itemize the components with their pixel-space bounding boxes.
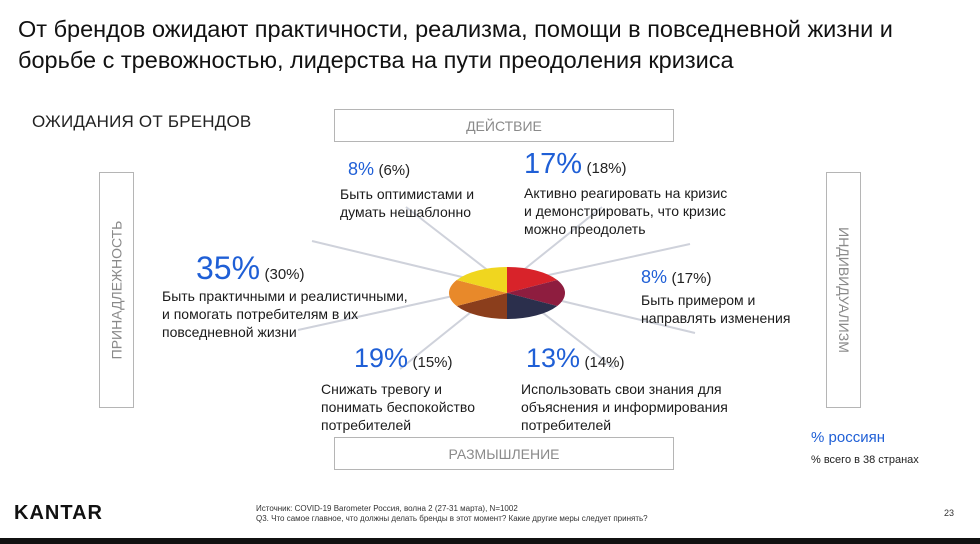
optimism-desc-line: думать нешаблонно [340,204,471,220]
optimism-stat: 8% (6%) [348,160,410,180]
anxiety-stat: 19% (15%) [354,345,453,372]
practical-desc-line: и помогать потребителям в их [162,306,359,322]
legend-all-countries: % всего в 38 странах [811,454,919,466]
practical-desc-line: Быть практичными и реалистичными, [162,288,408,304]
pie-slice-example [507,280,565,306]
react-desc-line: Активно реагировать на кризис [524,185,728,201]
react-desc-line: и демонстрировать, что кризис [524,203,726,219]
optimism-desc: Быть оптимистами и думать нешаблонно [340,185,474,221]
axis-reflection-box: РАЗМЫШЛЕНИЕ [334,437,674,470]
example-stat: 8% (17%) [641,268,711,288]
pie-slice-knowledge [507,293,558,319]
practical-stat: 35% (30%) [196,252,305,284]
optimism-desc-line: Быть оптимистами и [340,186,475,202]
axis-reflection-label: РАЗМЫШЛЕНИЕ [448,445,560,462]
pie-slice-anxiety [456,293,507,319]
anxiety-desc-line: потребителей [321,417,412,433]
axis-action-label: ДЕЙСТВИЕ [466,117,542,134]
slide-title: От брендов ожидают практичности, реализм… [18,14,968,76]
knowledge-pct: 13% [526,343,581,373]
knowledge-stat: 13% (14%) [526,345,625,372]
pie-slice-practical [449,280,507,306]
knowledge-desc-line: потребителей [521,417,612,433]
react-stat: 17% (18%) [524,150,627,179]
practical-desc-line: повседневной жизни [162,324,297,340]
example-desc-line: направлять изменения [641,310,791,326]
example-prev: (17%) [671,270,712,287]
anxiety-desc-line: Снижать тревогу и [321,381,442,397]
react-prev: (18%) [586,160,627,177]
knowledge-desc: Использовать свои знания для объяснения … [521,380,728,434]
knowledge-desc-line: объяснения и информирования [521,399,728,415]
source-note: Источник: COVID-19 Barometer Россия, вол… [256,504,648,524]
example-pct: 8% [641,267,668,287]
slide-title-line-2: борьбе с тревожностью, лидерства на пути… [18,47,734,73]
legend-russians: % россиян [811,429,885,446]
anxiety-desc: Снижать тревогу и понимать беспокойство … [321,380,475,434]
source-line: Источник: COVID-19 Barometer Россия, вол… [256,504,518,513]
anxiety-pct: 19% [354,343,409,373]
anxiety-prev: (15%) [412,354,453,371]
practical-pct: 35% [196,250,261,286]
page-number: 23 [944,508,955,518]
footer-bar [0,538,980,544]
example-desc-line: Быть примером и [641,292,756,308]
section-label: ОЖИДАНИЯ ОТ БРЕНДОВ [32,112,252,131]
react-desc-line: можно преодолеть [524,221,646,237]
practical-prev: (30%) [264,266,305,283]
axis-action-box: ДЕЙСТВИЕ [334,109,674,142]
optimism-prev: (6%) [378,162,411,179]
pie-slice-optimism [456,267,507,293]
example-desc: Быть примером и направлять изменения [641,291,790,327]
anxiety-desc-line: понимать беспокойство [321,399,475,415]
practical-desc: Быть практичными и реалистичными, и помо… [162,287,408,341]
optimism-pct: 8% [348,159,375,179]
axis-individualism-box: ИНДИВИДУАЛИЗМ [826,172,861,408]
question-line: Q3. Что самое главное, что должны делать… [256,514,648,523]
knowledge-desc-line: Использовать свои знания для [521,381,722,397]
kantar-logo: KANTAR [14,502,103,524]
react-desc: Активно реагировать на кризис и демонстр… [524,184,727,238]
axis-belonging-box: ПРИНАДЛЕЖНОСТЬ [99,172,134,408]
pie-slice-react [507,267,558,293]
react-pct: 17% [524,148,583,180]
pie-chart [449,267,565,319]
slide-title-line-1: От брендов ожидают практичности, реализм… [18,16,893,42]
knowledge-prev: (14%) [584,354,625,371]
